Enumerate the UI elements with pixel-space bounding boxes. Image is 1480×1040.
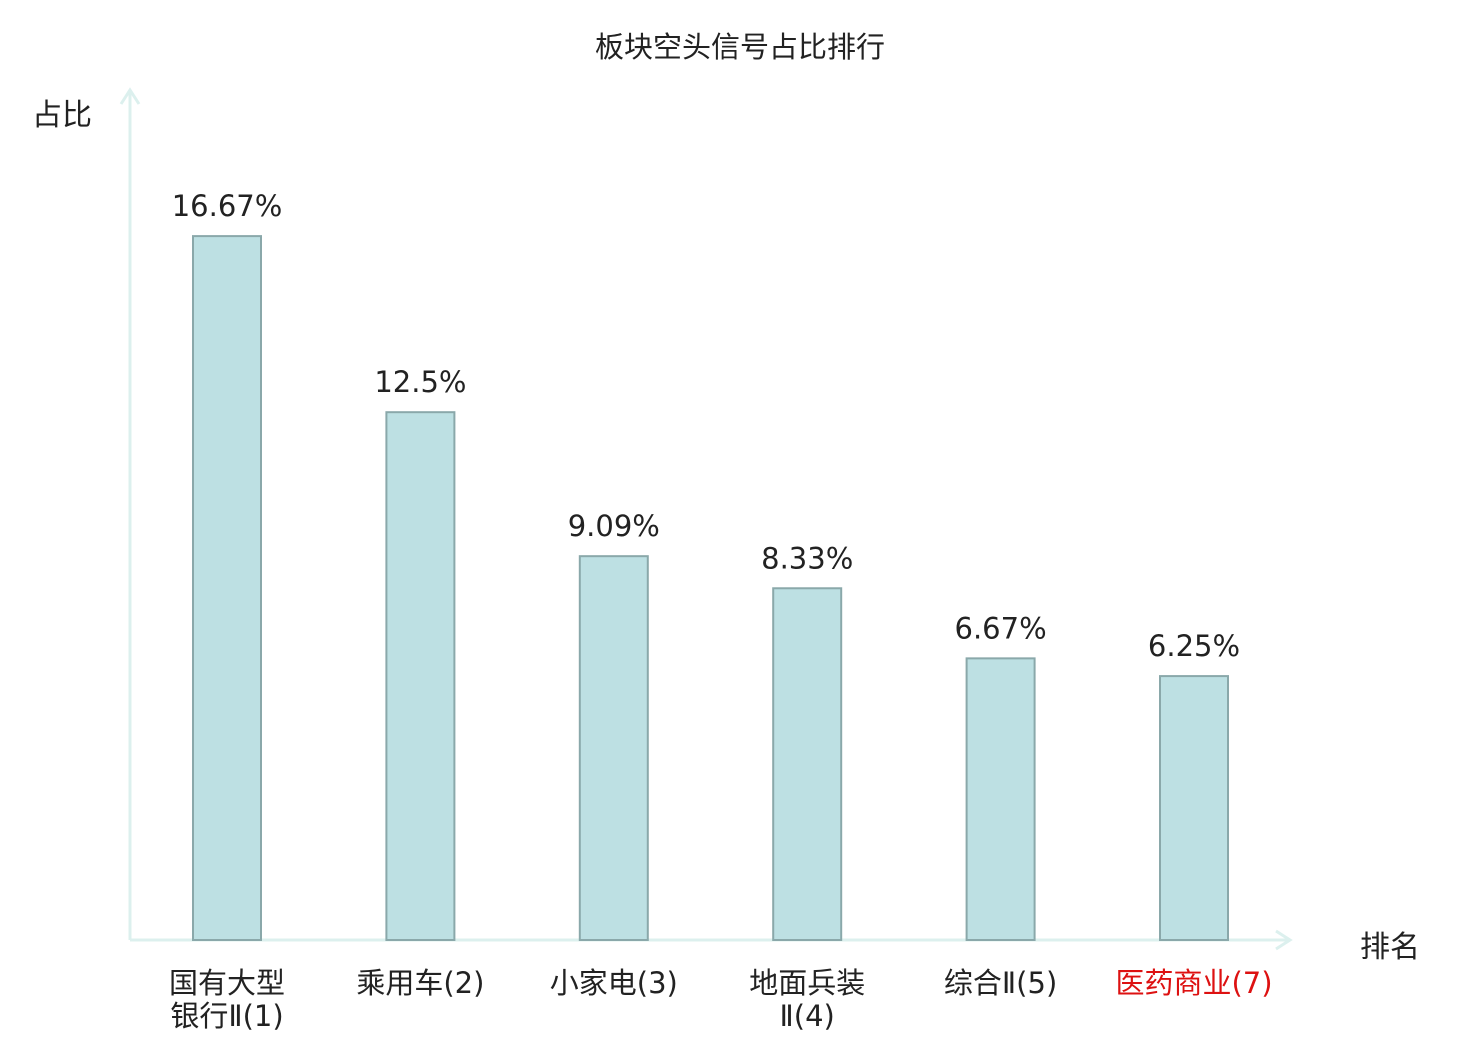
y-axis-arrow [119, 87, 141, 105]
x-tick-label: 国有大型 [169, 966, 285, 1000]
bar [1159, 675, 1229, 941]
bar [578, 555, 649, 941]
x-axis-label: 排名 [1360, 930, 1420, 965]
bar [965, 657, 1036, 941]
x-axis-arrow [1275, 929, 1293, 951]
bar [192, 235, 262, 941]
bar [385, 411, 456, 941]
x-tick-label: 综合Ⅱ(5) [944, 966, 1057, 1000]
x-tick-label: 银行Ⅱ(1) [170, 999, 283, 1033]
data-label: 9.09% [568, 509, 660, 543]
x-tick-label: 医药商业(7) [1115, 966, 1272, 1000]
data-label: 12.5% [374, 365, 466, 399]
x-tick-label: 地面兵装 [749, 966, 865, 1000]
data-label: 8.33% [761, 541, 853, 575]
x-tick-label: 乘用车(2) [356, 966, 484, 1000]
data-label: 6.67% [955, 611, 1047, 645]
bar [772, 587, 843, 941]
chart-title: 板块空头信号占比排行 [594, 30, 885, 64]
x-tick-label: 小家电(3) [550, 966, 678, 1000]
data-label: 6.25% [1148, 629, 1240, 663]
x-tick-label: Ⅱ(4) [780, 999, 835, 1033]
y-axis-label: 占比 [32, 98, 92, 133]
data-label: 16.67% [172, 189, 283, 223]
